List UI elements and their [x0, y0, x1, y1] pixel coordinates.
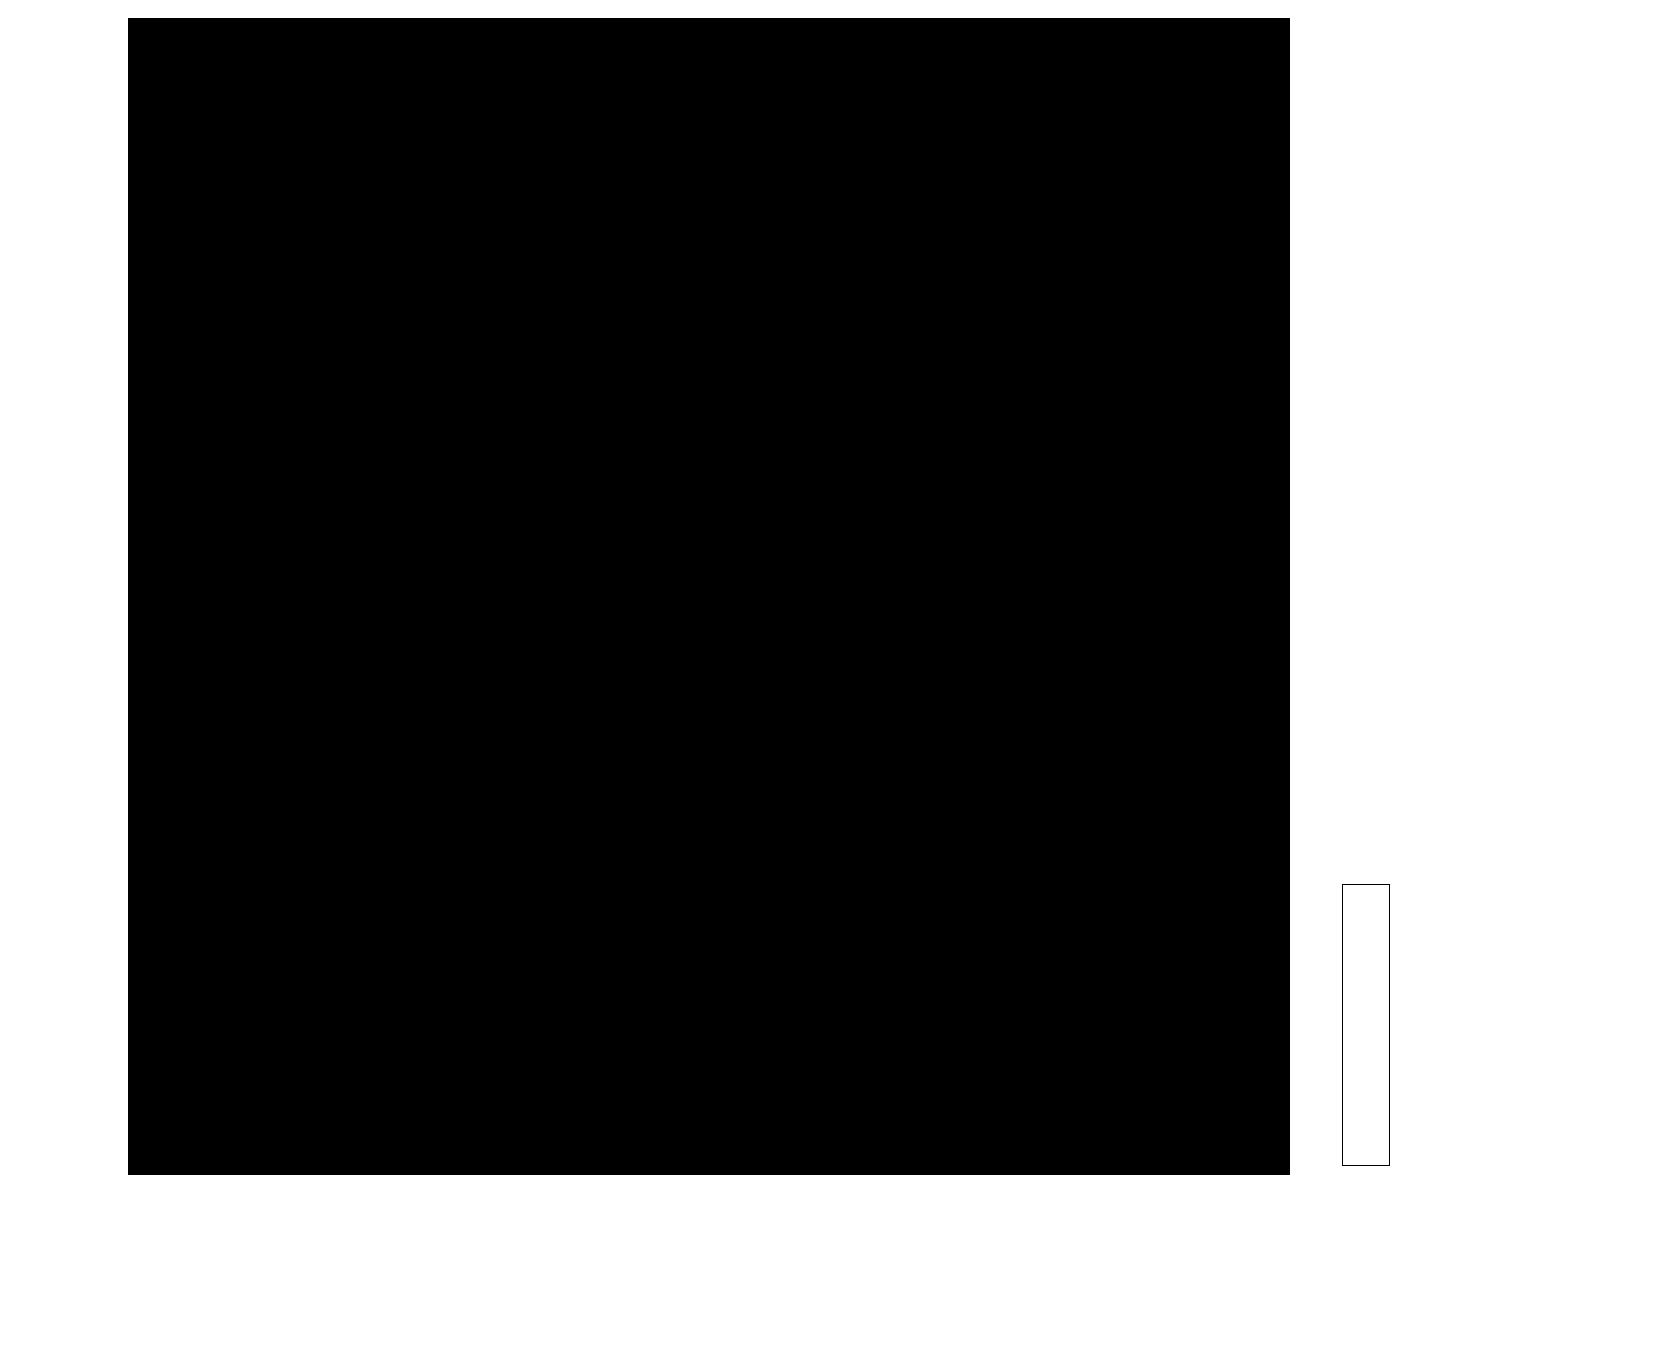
- fuv-image-canvas: [128, 18, 428, 168]
- x-axis-tick-labels: [128, 1194, 1290, 1240]
- image-plot-area: [128, 18, 1290, 1175]
- colorbar-gradient: [1342, 884, 1390, 1166]
- y-axis-tick-labels: [0, 18, 120, 1175]
- grid-overlay: [128, 18, 428, 168]
